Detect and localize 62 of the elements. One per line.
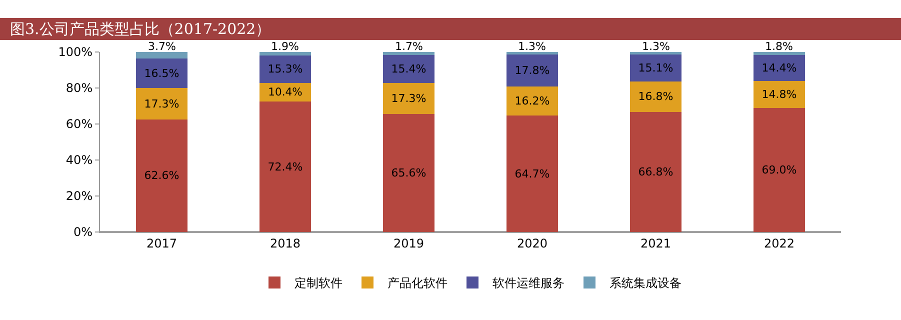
bar [506, 116, 558, 232]
data-label: 17.3% [144, 97, 180, 110]
legend-label: 定制软件 [294, 276, 342, 290]
legend-label: 系统集成设备 [610, 276, 682, 290]
bar [630, 112, 682, 232]
data-label: 65.6% [391, 166, 426, 180]
bar [630, 54, 682, 82]
x-tick-label: 2018 [270, 236, 301, 250]
x-tick-label: 2019 [393, 236, 424, 250]
legend-label: 产品化软件 [388, 276, 448, 290]
bar [136, 52, 188, 58]
data-label: 14.8% [762, 88, 797, 101]
bar [753, 55, 806, 82]
x-tick-label: 2020 [516, 236, 548, 250]
x-tick-label: 2017 [146, 236, 178, 250]
data-label: 15.1% [638, 61, 674, 74]
data-label: 16.5% [144, 66, 180, 80]
data-label: 15.4% [391, 62, 426, 76]
bar [506, 54, 558, 86]
data-label: 10.4% [268, 86, 302, 99]
bar [259, 102, 312, 232]
data-label: 16.2% [514, 94, 550, 108]
data-label: 1.3% [518, 40, 546, 53]
data-label: 17.3% [391, 92, 426, 105]
y-tick-label: 40% [66, 153, 93, 168]
data-label: 64.7% [514, 167, 550, 180]
data-label: 1.8% [765, 40, 793, 53]
y-tick-label: 80% [66, 81, 93, 96]
data-label: 16.8% [638, 90, 674, 104]
data-label: 66.8% [638, 165, 674, 178]
data-label: 1.3% [642, 40, 670, 53]
bar [382, 82, 435, 114]
y-tick-label: 60% [66, 117, 93, 132]
data-label: 3.7% [148, 40, 176, 53]
y-tick-label: 100% [58, 45, 93, 60]
data-label: 15.3% [268, 62, 303, 76]
data-label: 1.9% [271, 40, 299, 53]
x-tick-label: 2022 [764, 236, 795, 250]
data-label: 62.6% [144, 169, 180, 182]
data-label: 69.0% [762, 163, 797, 176]
bar [259, 55, 312, 83]
bar [506, 86, 558, 116]
bar [753, 52, 806, 56]
bar [136, 88, 188, 120]
bar [753, 81, 806, 108]
bar [382, 55, 435, 83]
bar [136, 119, 188, 232]
data-label: 17.8% [514, 64, 550, 77]
data-label: 1.7% [395, 40, 423, 53]
data-label: 14.4% [762, 62, 797, 75]
y-tick-label: 20% [66, 189, 93, 204]
x-tick-label: 2021 [640, 236, 672, 250]
legend-label: 软件运维服务 [492, 276, 564, 290]
y-tick-label: 0% [74, 225, 93, 240]
bar [753, 108, 806, 232]
bar [382, 52, 435, 56]
chart-title: 图3.公司产品类型占比（2017-2022） [10, 20, 271, 38]
bar [382, 114, 435, 232]
data-label: 72.4% [268, 160, 303, 174]
bar [136, 58, 188, 88]
bar [630, 82, 682, 112]
bar [259, 52, 312, 56]
